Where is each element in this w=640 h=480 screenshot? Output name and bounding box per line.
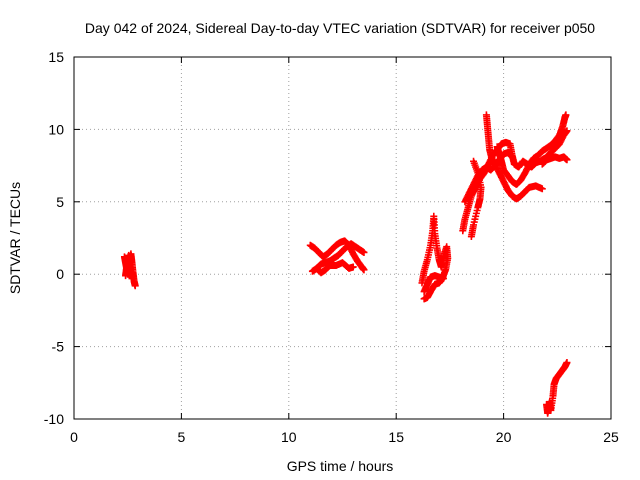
data-point <box>349 263 357 271</box>
data-point <box>562 111 570 119</box>
x-tick-label: 15 <box>388 429 404 445</box>
y-tick-label: 0 <box>56 266 64 282</box>
y-tick-label: 10 <box>48 121 64 137</box>
data-point <box>563 156 571 164</box>
data-point <box>508 153 516 161</box>
x-tick-labels: 0 5 10 15 20 25 <box>70 429 619 445</box>
chart-title: Day 042 of 2024, Sidereal Day-to-day VTE… <box>85 20 595 36</box>
x-tick-label: 20 <box>496 429 512 445</box>
axis-ticks <box>73 56 612 420</box>
x-tick-label: 25 <box>603 429 619 445</box>
x-tick-label: 5 <box>178 429 186 445</box>
data-point <box>563 359 571 367</box>
data-point <box>420 295 428 303</box>
data-point <box>131 282 139 290</box>
plot-frame <box>73 56 612 420</box>
y-axis-label: SDTVAR / TECUs <box>7 182 23 294</box>
y-tick-label: -10 <box>44 411 64 427</box>
x-tick-label: 0 <box>70 429 78 445</box>
y-tick-labels: -10 -5 0 5 10 15 <box>44 49 64 427</box>
data-point <box>538 185 546 193</box>
x-axis-label: GPS time / hours <box>287 458 394 474</box>
y-tick-label: 5 <box>56 194 64 210</box>
grid-lines <box>74 57 611 419</box>
y-tick-label: 15 <box>48 49 64 65</box>
data-point <box>439 275 447 283</box>
data-point <box>128 275 136 283</box>
data-point <box>360 266 368 274</box>
data-point <box>360 248 368 256</box>
data-point <box>470 157 478 165</box>
x-tick-label: 10 <box>281 429 297 445</box>
data-points <box>120 111 571 417</box>
y-tick-label: -5 <box>52 339 65 355</box>
data-point <box>563 127 571 135</box>
